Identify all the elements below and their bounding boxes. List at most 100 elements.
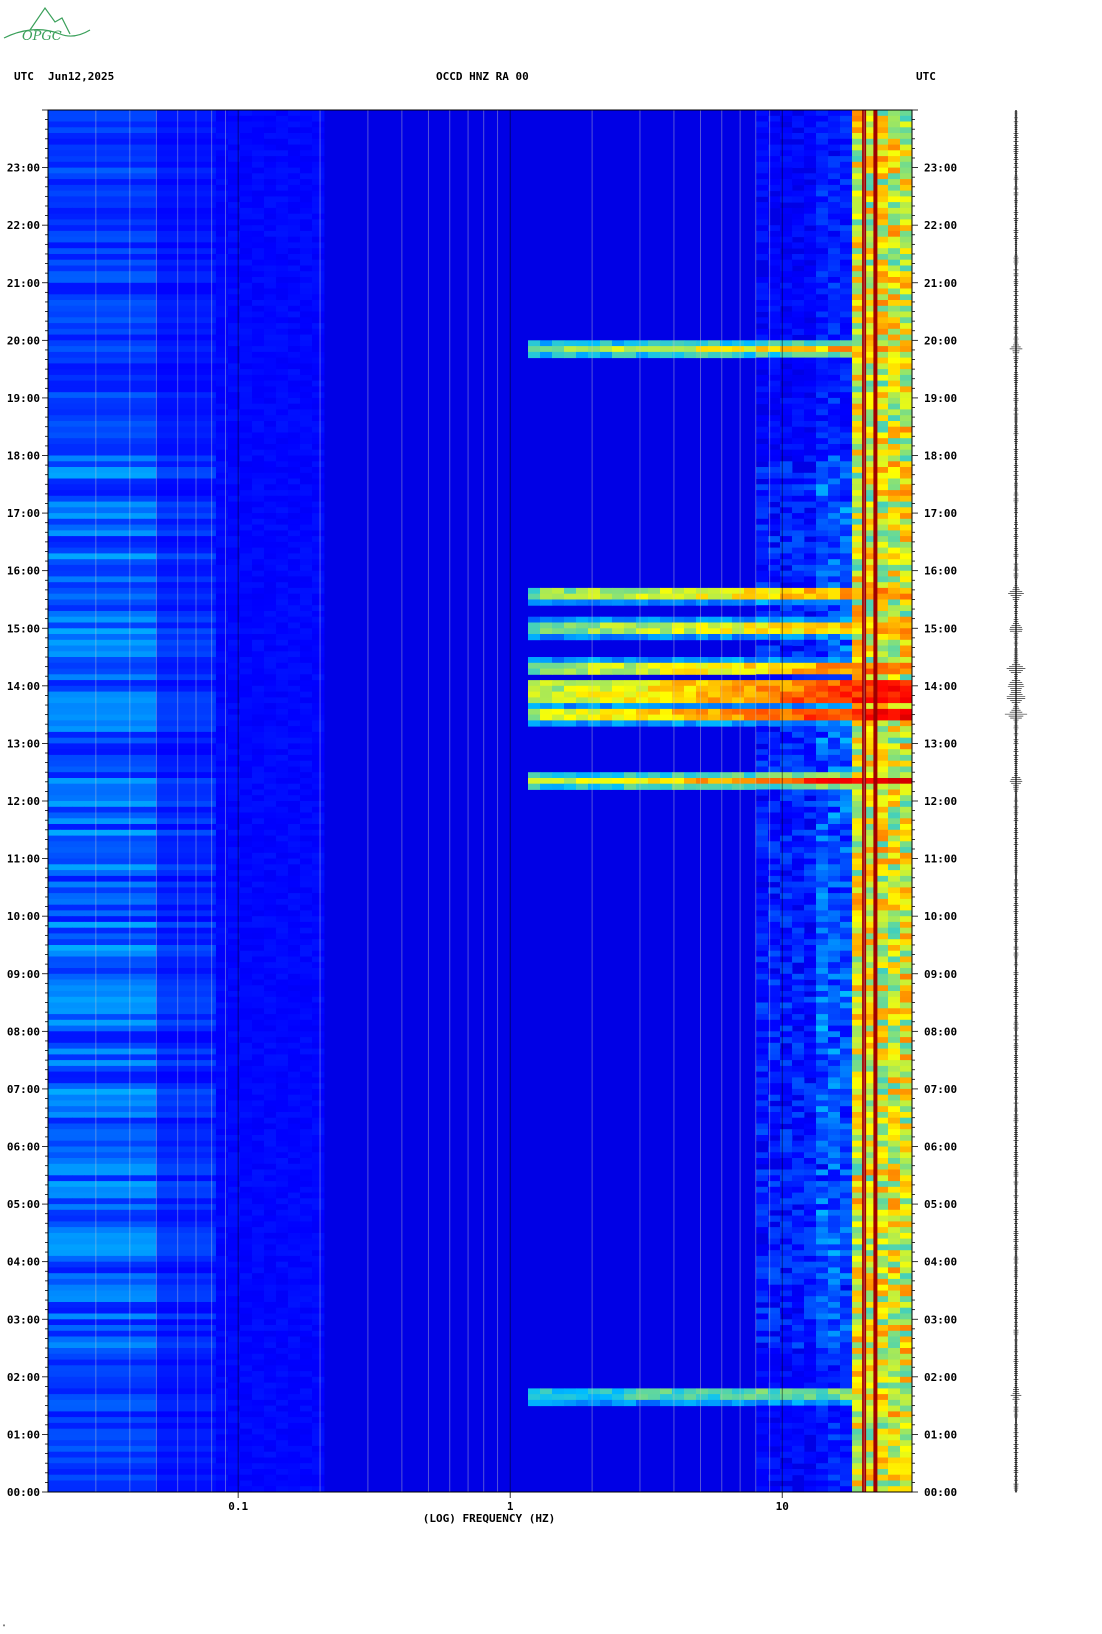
heatmap-cell — [636, 691, 649, 698]
heatmap-cell — [852, 564, 865, 572]
heatmap-cell — [72, 611, 85, 618]
heatmap-cell — [852, 662, 865, 669]
heatmap-cell — [804, 397, 817, 405]
heatmap-cell — [216, 133, 229, 140]
heatmap-cell — [252, 156, 265, 163]
heatmap-cell — [264, 645, 277, 652]
heatmap-cell — [768, 334, 781, 341]
heatmap-cell — [96, 553, 109, 560]
heatmap-cell — [96, 374, 109, 382]
heatmap-cell — [252, 668, 265, 675]
heatmap-cell — [900, 461, 913, 468]
heatmap-cell — [720, 668, 733, 675]
heatmap-cell — [108, 835, 121, 842]
heatmap-cell — [564, 720, 577, 727]
heatmap-cell — [300, 582, 313, 589]
heatmap-cell — [168, 645, 181, 652]
heatmap-cell — [204, 449, 217, 456]
heatmap-cell — [180, 513, 193, 520]
heatmap-cell — [276, 680, 289, 687]
heatmap-cell — [804, 737, 817, 744]
heatmap-cell — [876, 484, 889, 491]
heatmap-cell — [900, 611, 913, 618]
heatmap-cell — [888, 547, 901, 554]
heatmap-cell — [732, 708, 745, 716]
heatmap-cell — [852, 351, 865, 359]
heatmap-cell — [888, 225, 901, 232]
heatmap-cell — [828, 564, 841, 572]
heatmap-cell — [804, 242, 817, 249]
heatmap-cell — [864, 432, 877, 439]
heatmap-cell — [192, 599, 205, 606]
heatmap-cell — [204, 501, 217, 508]
heatmap-cell — [108, 518, 121, 525]
heatmap-cell — [648, 346, 661, 353]
heatmap-cell — [564, 622, 577, 629]
heatmap-cell — [756, 662, 769, 669]
heatmap-cell — [228, 530, 241, 537]
heatmap-cell — [216, 749, 229, 756]
heatmap-cell — [168, 829, 181, 836]
heatmap-cell — [756, 841, 769, 848]
heatmap-cell — [816, 265, 829, 272]
heatmap-cell — [312, 305, 325, 312]
heatmap-cell — [900, 282, 913, 289]
heatmap-cell — [792, 179, 805, 186]
heatmap-cell — [72, 127, 85, 134]
heatmap-cell — [264, 282, 277, 289]
heatmap-cell — [108, 369, 121, 376]
heatmap-cell — [264, 294, 277, 301]
heatmap-cell — [828, 190, 841, 197]
heatmap-cell — [228, 680, 241, 687]
heatmap-cell — [768, 599, 781, 606]
heatmap-cell — [852, 403, 865, 410]
heatmap-cell — [192, 271, 205, 278]
heatmap-cell — [852, 766, 865, 773]
heatmap-cell — [216, 150, 229, 157]
heatmap-cell — [300, 282, 313, 289]
heatmap-cell — [552, 662, 565, 669]
heatmap-cell — [132, 374, 145, 382]
heatmap-cell — [768, 490, 781, 497]
heatmap-cell — [144, 242, 157, 249]
heatmap-cell — [48, 541, 61, 549]
heatmap-cell — [312, 691, 325, 698]
heatmap-cell — [108, 472, 121, 479]
heatmap-cell — [96, 593, 109, 600]
heatmap-cell — [888, 518, 901, 525]
heatmap-cell — [840, 559, 853, 566]
heatmap-cell — [876, 564, 889, 572]
heatmap-cell — [840, 495, 853, 502]
heatmap-cell — [48, 524, 61, 531]
heatmap-cell — [300, 363, 313, 370]
heatmap-cell — [780, 674, 793, 681]
heatmap-cell — [756, 524, 769, 531]
heatmap-cell — [48, 340, 61, 347]
heatmap-cell — [156, 829, 169, 836]
heatmap-cell — [216, 248, 229, 255]
heatmap-cell — [900, 801, 913, 808]
heatmap-cell — [108, 766, 121, 773]
heatmap-cell — [96, 530, 109, 537]
heatmap-cell — [264, 772, 277, 779]
heatmap-cell — [240, 639, 253, 646]
heatmap-cell — [312, 397, 325, 405]
heatmap-cell — [228, 156, 241, 163]
heatmap-cell — [864, 294, 877, 301]
heatmap-cell — [768, 294, 781, 301]
heatmap-cell — [168, 150, 181, 157]
heatmap-cell — [744, 685, 757, 692]
heatmap-cell — [252, 305, 265, 312]
heatmap-cell — [72, 824, 85, 831]
heatmap-cell — [756, 225, 769, 232]
heatmap-cell — [780, 680, 793, 687]
heatmap-cell — [48, 674, 61, 681]
heatmap-cell — [276, 254, 289, 261]
heatmap-cell — [852, 829, 865, 836]
heatmap-cell — [48, 461, 61, 468]
heatmap-cell — [204, 127, 217, 134]
heatmap-cell — [132, 611, 145, 618]
heatmap-cell — [900, 685, 913, 692]
heatmap-cell — [876, 731, 889, 739]
heatmap-cell — [252, 841, 265, 848]
